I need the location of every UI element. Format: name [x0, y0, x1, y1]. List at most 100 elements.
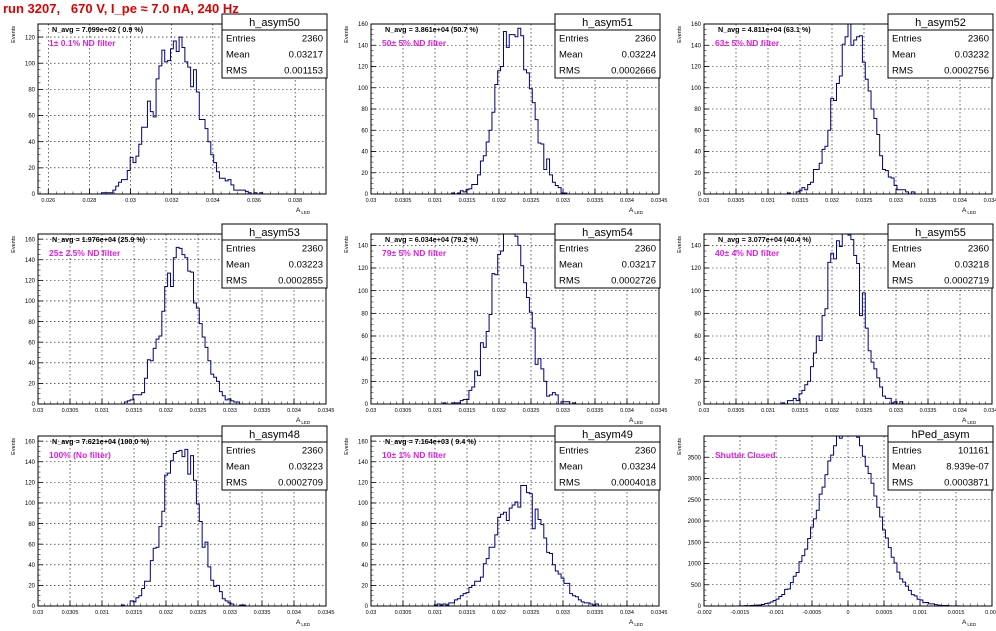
stats-mean-value: 0.03217 [622, 260, 656, 271]
stats-mean-label: Mean [226, 462, 250, 473]
stats-mean-label: Mean [226, 260, 250, 271]
stats-entries-label: Entries [559, 244, 589, 255]
x-tick-label: 0.034 [620, 408, 634, 414]
y-tick-label: 140 [358, 244, 369, 250]
x-tick-label: 0.0315 [792, 408, 809, 414]
x-tick-label: 0.002 [985, 610, 996, 616]
y-tick-label: 80 [28, 88, 35, 94]
y-axis-title: Events [677, 236, 683, 253]
stats-entries-label: Entries [559, 34, 589, 45]
stats-box-frame [554, 223, 661, 289]
x-tick-label: 0.0335 [587, 408, 604, 414]
stats-box-frame [221, 223, 328, 289]
x-axis-title: ALED [962, 417, 977, 425]
y-tick-label: 100 [358, 501, 369, 507]
y-tick-label: 140 [691, 43, 702, 49]
x-tick-label: 0.033 [223, 408, 237, 414]
stats-mean-value: 8.939e-07 [946, 462, 989, 473]
navg-label: N_avg = 7.164e+03 ( 9.4 %) [385, 437, 477, 446]
y-tick-label: 40 [694, 357, 701, 363]
x-tick-label: 0.03 [699, 198, 710, 204]
x-tick-label: 0.0305 [62, 408, 79, 414]
navg-label: N_avg = 3.077e+04 (40.4 %) [718, 235, 812, 244]
x-tick-label: 0.03 [33, 408, 44, 414]
y-tick-label: 40 [28, 140, 35, 146]
filter-label: 50± 5% ND filter [382, 38, 447, 48]
y-axis-title: Events [11, 236, 17, 253]
stats-mean-label: Mean [559, 260, 583, 271]
y-tick-label: 1500 [688, 540, 702, 546]
y-tick-label: 0 [698, 192, 702, 198]
x-tick-label: 0.0325 [190, 610, 207, 616]
y-tick-label: 1000 [688, 562, 702, 568]
histogram-series-h_asym49 [371, 484, 659, 607]
y-tick-label: 100 [25, 61, 36, 67]
x-tick-label: 0.034 [953, 198, 967, 204]
y-tick-label: 0 [698, 604, 702, 610]
x-tick-label: 0.0335 [587, 198, 604, 204]
stats-entries-value: 2360 [968, 34, 989, 45]
x-tick-label: 0.034 [620, 610, 634, 616]
y-tick-label: 100 [358, 86, 369, 92]
stats-entries-value: 2360 [302, 446, 323, 457]
stats-box-frame [554, 13, 661, 79]
stats-entries-value: 2360 [635, 34, 656, 45]
x-tick-label: 0.031 [428, 198, 442, 204]
x-tick-label: 0.0335 [920, 198, 937, 204]
stats-entries-value: 2360 [635, 244, 656, 255]
y-tick-label: 80 [694, 312, 701, 318]
x-axis-title: ALED [296, 417, 311, 425]
x-tick-label: 0.0335 [254, 408, 271, 414]
filter-label: 100% (No filter) [49, 450, 111, 460]
histogram-pad-h_asym52: 0 20 40 60 80 100 120 140 160 0.03 0.0305 0.031 0.03… [677, 13, 996, 215]
y-axis-title: Events [344, 236, 350, 253]
stats-rms-value: 0.0003871 [944, 478, 989, 489]
x-tick-label: 0.0335 [587, 610, 604, 616]
x-tick-label: 0 [846, 610, 849, 616]
x-tick-label: 0.0345 [984, 408, 996, 414]
x-tick-label: 0.028 [83, 198, 97, 204]
y-tick-label: 0 [32, 604, 36, 610]
stats-box: h_asym55 Entries 2360 Mean 0.03218 RMS 0.00027… [887, 223, 994, 289]
plot-frame [37, 435, 327, 607]
x-tick-label: 0.033 [556, 610, 570, 616]
x-tick-label: 0.0005 [876, 610, 893, 616]
x-tick-label: 0.0345 [651, 610, 668, 616]
x-tick-label: 0.032 [165, 198, 179, 204]
x-tick-label: 0.0315 [792, 198, 809, 204]
stats-entries-label: Entries [892, 446, 922, 457]
x-tick-label: -0.0015 [731, 610, 750, 616]
y-tick-label: 3000 [688, 477, 702, 483]
grid-lines [704, 436, 992, 606]
y-tick-label: 0 [365, 402, 369, 408]
x-tick-label: -0.0005 [803, 610, 822, 616]
x-tick-label: 0.026 [41, 198, 55, 204]
x-tick-label: 0.0305 [395, 408, 412, 414]
navg-label: N_avg = 7.099e+02 ( 0.9 %) [52, 25, 144, 34]
y-tick-label: 500 [691, 583, 702, 589]
y-tick-label: 20 [361, 584, 368, 590]
y-tick-label: 80 [361, 312, 368, 318]
stats-box-frame [887, 425, 994, 491]
filter-label: 10± 1% ND filter [382, 450, 447, 460]
x-tick-label: 0.0325 [523, 610, 540, 616]
y-tick-label: 160 [358, 439, 369, 445]
x-axis-title: ALED [296, 619, 311, 627]
y-tick-label: 40 [361, 563, 368, 569]
x-tick-label: 0.031 [95, 408, 109, 414]
x-tick-label: 0.032 [159, 610, 173, 616]
x-tick-label: 0.033 [889, 408, 903, 414]
x-axis-title: ALED [629, 417, 644, 425]
y-tick-label: 140 [25, 460, 36, 466]
y-tick-label: 80 [694, 107, 701, 113]
y-tick-label: 0 [365, 604, 369, 610]
stats-rms-label: RMS [226, 276, 247, 287]
stats-box: h_asym53 Entries 2360 Mean 0.03223 RMS 0.00028… [221, 223, 328, 289]
x-axis-title: ALED [962, 207, 977, 215]
y-axis-title: Events [344, 26, 350, 43]
x-tick-label: 0.032 [492, 610, 506, 616]
y-tick-label: 160 [691, 22, 702, 28]
filter-label: Shutter Closed [715, 450, 775, 460]
navg-label: N_avg = 7.621e+04 (100.0 %) [52, 437, 150, 446]
y-tick-label: 100 [25, 501, 36, 507]
